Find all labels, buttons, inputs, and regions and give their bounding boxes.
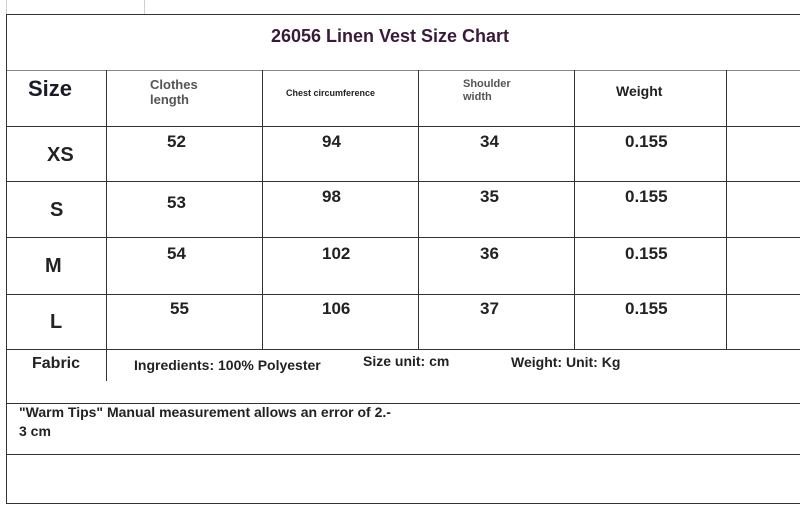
column-divider (106, 70, 107, 350)
row-divider (6, 454, 800, 455)
top-tick (6, 0, 7, 14)
top-tick (144, 0, 145, 14)
table-cell: 52 (167, 132, 186, 151)
table-cell: 102 (322, 244, 351, 263)
row-divider (6, 126, 800, 127)
table-border-left (6, 14, 7, 504)
table-cell: 55 (170, 299, 189, 318)
header-weight: Weight (616, 83, 663, 99)
row-divider (6, 70, 800, 71)
table-cell: 53 (167, 193, 186, 212)
warm-tips-line-2: 3 cm (19, 423, 51, 439)
table-cell: 54 (167, 244, 186, 263)
header-clothes-length: Clothes length (150, 77, 198, 107)
row-divider (6, 403, 800, 404)
table-cell: 94 (322, 132, 341, 151)
table-cell: 37 (480, 299, 499, 318)
table-border-top (6, 14, 800, 15)
row-divider (6, 181, 800, 182)
table-cell: 106 (322, 299, 351, 318)
fabric-ingredients: Ingredients: 100% Polyester (134, 357, 321, 373)
table-cell: 98 (322, 187, 341, 206)
header-size: Size (28, 76, 73, 101)
row-divider (6, 237, 800, 238)
size-label: M (45, 255, 62, 277)
size-label: L (50, 311, 63, 333)
row-divider (6, 349, 800, 350)
row-divider (6, 294, 800, 295)
table-cell: 36 (480, 244, 499, 263)
table-cell: 35 (480, 187, 499, 206)
fabric-label: Fabric (32, 355, 81, 372)
table-cell: 34 (480, 132, 499, 151)
column-divider (418, 70, 419, 350)
header-chest-circumference: Chest circumference (286, 88, 376, 98)
table-cell: 0.155 (625, 299, 668, 318)
size-unit-note: Size unit: cm (363, 353, 450, 369)
weight-unit-note: Weight: Unit: Kg (511, 354, 621, 370)
page-title: 26056 Linen Vest Size Chart (270, 26, 510, 46)
table-cell: 0.155 (625, 244, 668, 263)
header-shoulder-width: Shoulder width (463, 78, 511, 103)
warm-tips-line-1: "Warm Tips" Manual measurement allows an… (19, 404, 391, 420)
table-cell: 0.155 (625, 187, 668, 206)
table-cell: 0.155 (625, 132, 668, 151)
column-divider (574, 70, 575, 350)
column-divider (106, 349, 107, 381)
size-label: S (50, 199, 64, 221)
column-divider (262, 70, 263, 350)
size-label: XS (47, 144, 74, 166)
column-divider (726, 70, 727, 350)
table-border-bottom (6, 503, 800, 504)
